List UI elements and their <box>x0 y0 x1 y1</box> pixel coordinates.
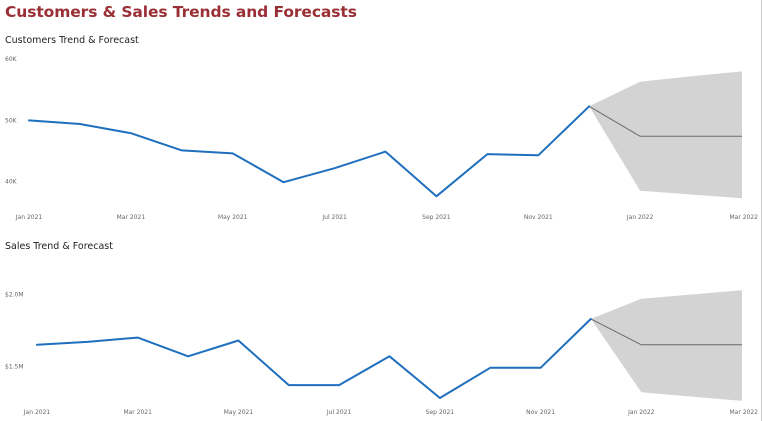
x-tick-label: Jan 2022 <box>627 409 655 416</box>
x-tick-label: May 2021 <box>224 409 254 416</box>
x-tick-label: Sep 2021 <box>426 409 455 416</box>
x-tick-label: Mar 2021 <box>117 214 146 221</box>
sales-forecast-line[interactable] <box>590 318 742 346</box>
x-tick-label: Mar 2021 <box>123 409 152 416</box>
x-tick-label: Sep 2021 <box>422 214 451 221</box>
customers-forecast-line[interactable] <box>588 105 742 137</box>
sales-forecast-band <box>590 290 742 401</box>
x-tick-label: Jan 2021 <box>23 409 51 416</box>
y-tick-label: $2.0M <box>5 292 24 299</box>
customers-forecast-band <box>589 71 742 199</box>
x-tick-label: Jan 2021 <box>15 214 43 221</box>
x-tick-label: Jul 2021 <box>326 409 352 416</box>
y-tick-label: 60K <box>5 56 18 63</box>
x-tick-label: Nov 2021 <box>526 409 555 416</box>
y-tick-label: 50K <box>5 117 18 124</box>
x-tick-label: Jan 2022 <box>626 214 654 221</box>
y-tick-label: 40K <box>5 179 18 186</box>
x-tick-label: Mar 2022 <box>730 409 759 416</box>
y-tick-label: $1.5M <box>5 363 24 370</box>
x-tick-label: Jul 2021 <box>321 214 347 221</box>
x-tick-label: Mar 2022 <box>730 214 759 221</box>
x-tick-label: Nov 2021 <box>524 214 553 221</box>
page-title: Customers & Sales Trends and Forecasts <box>5 3 357 21</box>
sales-actual-line[interactable] <box>36 317 592 399</box>
x-tick-label: May 2021 <box>218 214 248 221</box>
customers-actual-line[interactable] <box>28 105 591 198</box>
sales-chart-title: Sales Trend & Forecast <box>5 241 113 252</box>
customers-chart-title: Customers Trend & Forecast <box>5 35 139 46</box>
